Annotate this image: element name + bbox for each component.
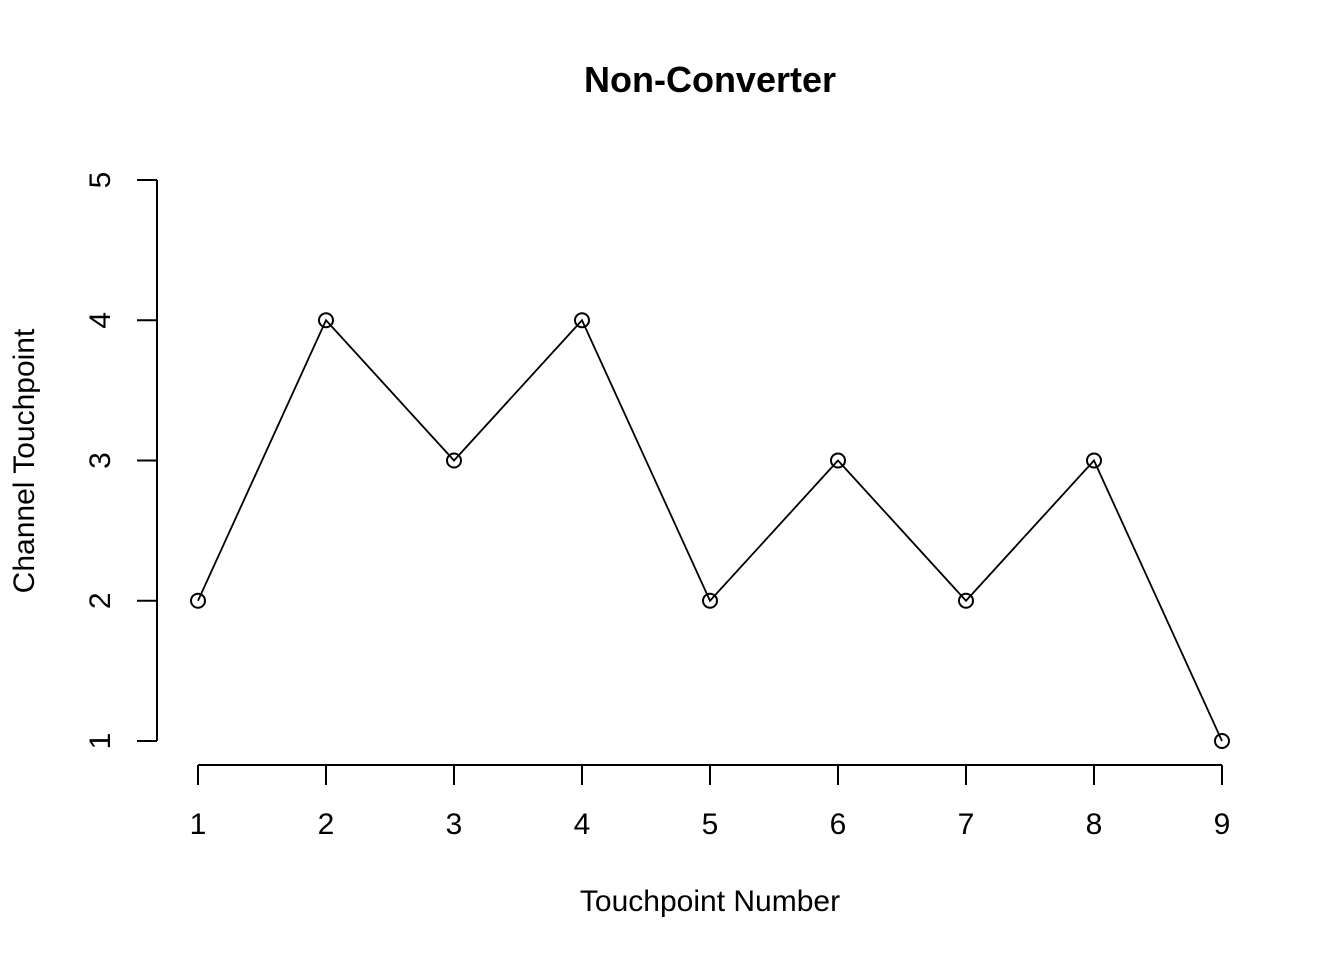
x-tick-label: 5: [702, 808, 719, 841]
data-point: [1086, 452, 1102, 469]
x-tick-label: 6: [830, 808, 847, 841]
y-tick-label: 3: [84, 452, 117, 469]
data-point: [1214, 733, 1230, 749]
y-tick-label: 1: [84, 733, 117, 750]
data-point: [190, 592, 206, 609]
data-point: [702, 592, 718, 609]
series-line: [197, 318, 1223, 742]
x-tick-label: 2: [318, 808, 335, 841]
x-tick-label: 8: [1086, 808, 1103, 841]
data-point: [318, 312, 334, 329]
data-point: [830, 452, 846, 469]
data-point: [574, 312, 590, 329]
series-line-group: [197, 318, 1223, 742]
y-tick-label: 5: [84, 172, 117, 189]
x-axis-label: Touchpoint Number: [580, 885, 840, 918]
axis-ticks: 1 2 3 4 5 6 7 8 9 1 2 3 4 5: [84, 172, 1230, 841]
y-axis-label: Channel Touchpoint: [8, 328, 41, 593]
x-tick-label: 4: [574, 808, 591, 841]
y-tick-label: 2: [84, 592, 117, 609]
x-tick-label: 7: [958, 808, 975, 841]
data-point: [446, 452, 462, 469]
data-points: [190, 312, 1230, 749]
data-point: [958, 592, 974, 609]
x-tick-label: 1: [190, 808, 207, 841]
x-tick-label: 3: [446, 808, 463, 841]
y-tick-label: 4: [84, 312, 117, 329]
x-tick-label: 9: [1214, 808, 1231, 841]
chart-title: Non-Converter: [584, 59, 836, 100]
